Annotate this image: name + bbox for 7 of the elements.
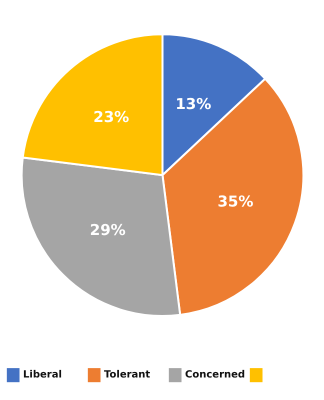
legend-label: Tolerant xyxy=(104,370,150,381)
data-label: 23% xyxy=(93,108,130,126)
data-label: 29% xyxy=(90,220,126,239)
data-label: 13% xyxy=(175,95,212,114)
legend-label: Concerned xyxy=(185,370,246,381)
data-label: 35% xyxy=(217,192,254,210)
legend-label: Liberal xyxy=(23,370,62,381)
